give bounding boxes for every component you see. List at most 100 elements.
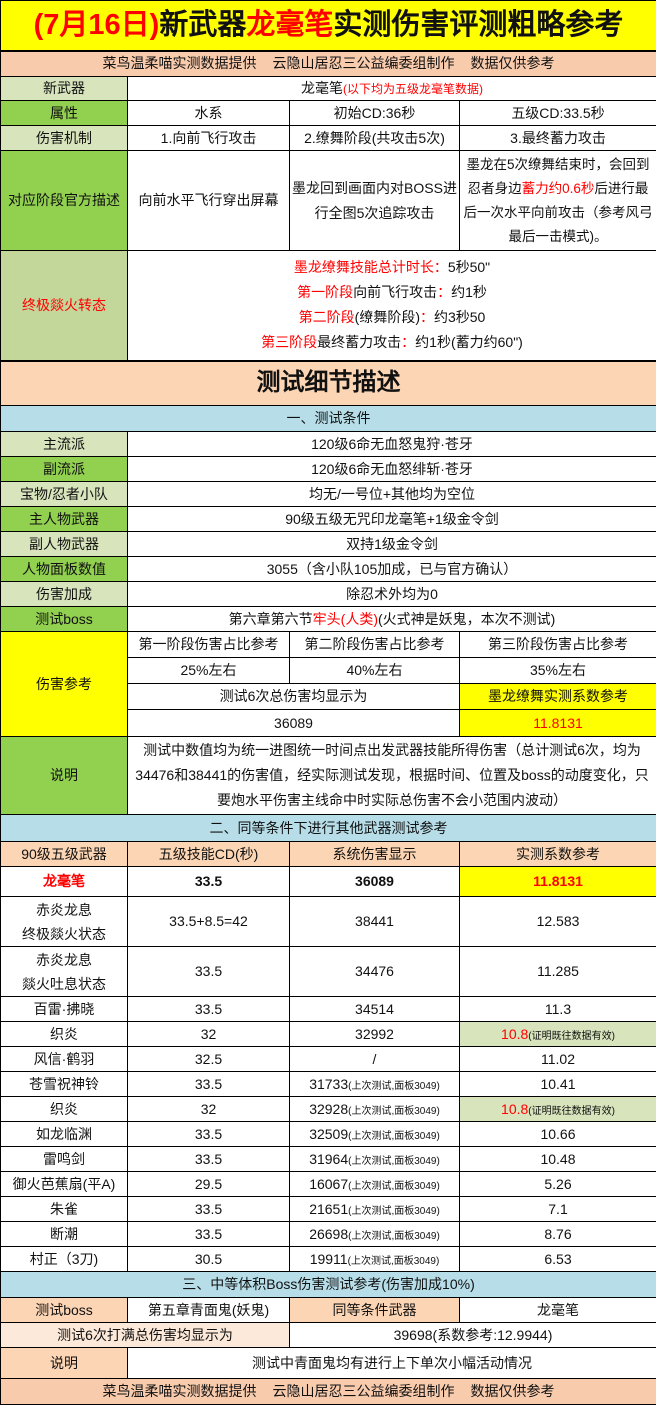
damage-value: 26698	[309, 1226, 348, 1242]
weapon-name-line1: 赤炎龙息	[36, 952, 92, 968]
weapon-coef: 10.8(证明既往数据有效)	[460, 1022, 656, 1047]
weapon-cd: 33.5	[128, 1072, 290, 1097]
condition-value: 双持1级金令剑	[128, 532, 656, 557]
total-value: 36089	[128, 710, 460, 737]
col-damage: 系统伤害显示	[290, 842, 460, 867]
credits-bottom: 菜鸟温柔喵实测数据提供云隐山居忍三公益编委组制作数据仅供参考	[1, 1379, 656, 1405]
coef-value: 10.8	[501, 1101, 528, 1117]
weapon-note: (以下均为五级龙毫笔数据)	[343, 82, 483, 96]
ult-sep: ：	[420, 309, 434, 325]
boss-pre: 第六章第六节	[229, 611, 313, 627]
ult-text: 5秒50"	[448, 259, 490, 275]
condition-row: 宝物/忍者小队均无/一号位+其他均为空位	[1, 482, 656, 507]
mech-1: 1.向前飞行攻击	[128, 126, 290, 151]
weapon-damage: 31733(上次测试,面板3049)	[290, 1072, 460, 1097]
ult-text: 最终蓄力攻击	[317, 334, 401, 350]
weapon-damage: 32928(上次测试,面板3049)	[290, 1097, 460, 1122]
s3-total-label: 测试6次打满总伤害均显示为	[1, 1323, 290, 1348]
dmg-value-1: 25%左右	[128, 658, 290, 684]
condition-value: 3055（含小队105加成，已与官方确认）	[128, 557, 656, 582]
ult-red: 第三阶段	[261, 334, 317, 350]
weapon-name-line1: 赤炎龙息	[36, 902, 92, 918]
damage-value: 34514	[355, 1001, 394, 1017]
ult-line: 第二阶段(缭舞阶段)：约3秒50	[130, 305, 654, 330]
label-ultimate: 终极燚火转态	[1, 251, 128, 361]
weapon-name: 御火芭蕉扇(平A)	[1, 1172, 128, 1197]
condition-row: 副人物武器双持1级金令剑	[1, 532, 656, 557]
damage-value: 16067	[309, 1176, 348, 1192]
weapon-name: 龙毫笔	[1, 867, 128, 897]
details-heading: 测试细节描述	[1, 361, 656, 406]
condition-label: 副流派	[1, 457, 128, 482]
coef-value: 11.8131	[460, 710, 656, 737]
coef-value: 10.41	[540, 1076, 575, 1092]
mech-2: 2.缭舞阶段(共攻击5次)	[290, 126, 460, 151]
damage-value: 34476	[355, 963, 394, 979]
label-official-desc: 对应阶段官方描述	[1, 151, 128, 251]
coef-value: 8.76	[544, 1226, 571, 1242]
ult-sep: ：	[437, 284, 451, 300]
ult-tail: 约3秒50	[434, 309, 485, 325]
weapon-name: 百雷·拂晓	[1, 997, 128, 1022]
boss-post: (火式神是妖鬼，本次不测试)	[378, 611, 555, 627]
weapon-damage: 19911(上次测试,面板3049)	[290, 1247, 460, 1272]
weapon-cd: 33.5	[128, 867, 290, 897]
condition-value: 120级6命无血怒绯斩·苍牙	[128, 457, 656, 482]
damage-note: (上次测试,面板3049)	[348, 1131, 440, 1142]
title-weapon: 龙毫笔	[246, 9, 333, 41]
weapon-cd: 33.5	[128, 1222, 290, 1247]
ult-tail: 约1秒(蓄力约60")	[415, 334, 523, 350]
damage-value: /	[373, 1051, 377, 1067]
label-s3-note: 说明	[1, 1348, 128, 1379]
weapon-damage: /	[290, 1047, 460, 1072]
damage-note: (上次测试,面板3049)	[348, 1081, 440, 1092]
damage-value: 36089	[355, 873, 394, 889]
coef-value: 10.66	[540, 1126, 575, 1142]
page-title: (7月16日)新武器龙毫笔实测伤害评测粗略参考	[1, 1, 656, 51]
col-coef: 实测系数参考	[460, 842, 656, 867]
ult-line: 第一阶段向前飞行攻击：约1秒	[130, 280, 654, 305]
ult-text: 向前飞行攻击	[353, 284, 437, 300]
weapon-cd: 32	[128, 1097, 290, 1122]
weapon-name: 风信·鹤羽	[1, 1047, 128, 1072]
ult-line: 墨龙缭舞技能总计时长：5秒50"	[130, 255, 654, 280]
dmg-header-2: 第二阶段伤害占比参考	[290, 632, 460, 658]
damage-note: (上次测试,面板3049)	[348, 1181, 440, 1192]
condition-row: 伤害加成除忍术外均为0	[1, 582, 656, 607]
ult-line: 第三阶段最终蓄力攻击：约1秒(蓄力约60")	[130, 330, 654, 355]
ult-tail: 约1秒	[451, 284, 487, 300]
damage-note: (上次测试,面板3049)	[348, 1156, 440, 1167]
damage-value: 38441	[355, 913, 394, 929]
label-new-weapon: 新武器	[1, 77, 128, 101]
total-label: 测试6次总伤害均显示为	[128, 684, 460, 710]
credit-disclaimer: 数据仅供参考	[471, 55, 555, 71]
col-weapon: 90级五级武器	[1, 842, 128, 867]
weapon-damage: 16067(上次测试,面板3049)	[290, 1172, 460, 1197]
section1-heading: 一、测试条件	[1, 406, 656, 432]
credit-disclaimer: 数据仅供参考	[471, 1383, 555, 1399]
damage-note: (上次测试,面板3049)	[348, 1231, 440, 1242]
ult-sep: ：	[434, 259, 448, 275]
weapon-cd: 29.5	[128, 1172, 290, 1197]
credit-maker: 云隐山居忍三公益编委组制作	[273, 55, 455, 71]
condition-label: 伤害加成	[1, 582, 128, 607]
test-boss-value: 第六章第六节牢头(人类)(火式神是妖鬼，本次不测试)	[128, 607, 656, 632]
new-weapon-value: 龙毫笔(以下均为五级龙毫笔数据)	[128, 77, 656, 101]
note-text: 测试中数值均为统一进图统一时间点出发武器技能所得伤害（总计测试6次，均为3447…	[128, 737, 656, 815]
desc-1: 向前水平飞行穿出屏幕	[128, 151, 290, 251]
title-post: 实测伤害评测粗略参考	[333, 9, 623, 41]
condition-label: 人物面板数值	[1, 557, 128, 582]
weapon-name: 朱雀	[1, 1197, 128, 1222]
mech-3: 3.最终蓄力攻击	[460, 126, 656, 151]
col-cd: 五级技能CD(秒)	[128, 842, 290, 867]
coef-value: 10.8	[501, 1026, 528, 1042]
weapon-coef: 5.26	[460, 1172, 656, 1197]
weapon-cd: 33.5	[128, 1197, 290, 1222]
desc-3: 墨龙在5次缭舞结束时，会回到忍者身边蓄力约0.6秒后进行最后一次水平向前攻击（参…	[460, 151, 656, 251]
